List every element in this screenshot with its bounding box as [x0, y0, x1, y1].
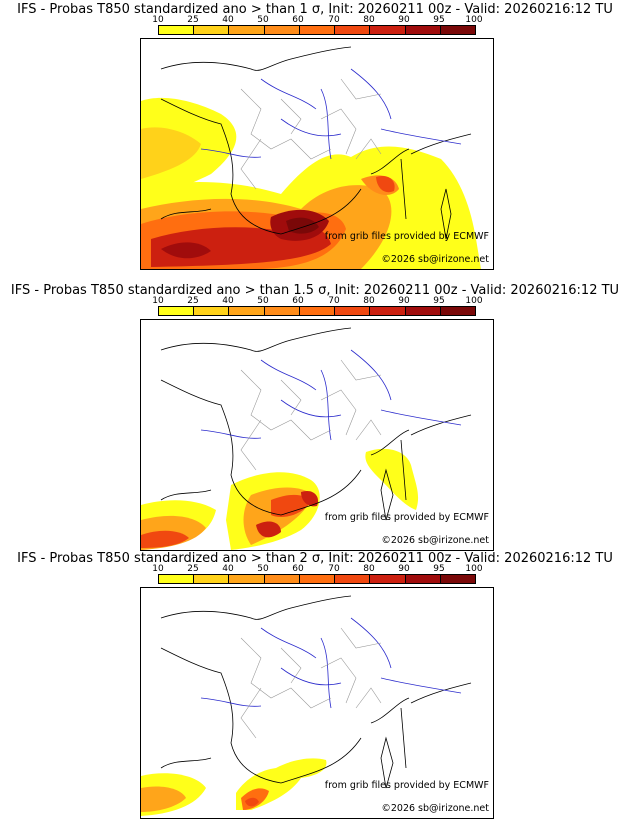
grib-credit: from grib files provided by ECMWF [324, 780, 489, 791]
probability-fill [141, 97, 481, 269]
probability-map: from grib files provided by ECMWF ©2026 … [140, 587, 494, 819]
color-scale-segment [299, 575, 336, 583]
legend-tick: 50 [257, 564, 269, 574]
color-scale-segment [194, 307, 230, 315]
color-scale-segment [370, 307, 406, 315]
coastlines-borders [160, 595, 472, 789]
copyright-credit: ©2026 sb@irizone.net [381, 803, 489, 814]
map-panel-1-5sigma: IFS - Probas T850 standardized ano > tha… [0, 283, 630, 553]
map-canvas [141, 327, 472, 550]
copyright-credit: ©2026 sb@irizone.net [381, 254, 489, 265]
grib-credit: from grib files provided by ECMWF [324, 512, 489, 523]
color-scale-segment [440, 575, 475, 583]
map-canvas [141, 595, 472, 816]
regional-boundaries [240, 78, 382, 190]
legend-tick: 10 [152, 296, 164, 306]
legend-tick: 95 [433, 564, 445, 574]
color-scale-segment [229, 26, 265, 34]
panel-title: IFS - Probas T850 standardized ano > tha… [17, 2, 613, 17]
legend-tick: 25 [187, 15, 199, 25]
coastlines-borders [160, 46, 472, 240]
regional-boundaries [240, 627, 382, 739]
panel-title: IFS - Probas T850 standardized ano > tha… [10, 283, 620, 298]
legend-ticks: 10 25 40 50 60 70 80 90 95 100 [152, 15, 482, 25]
probability-fill [141, 448, 419, 550]
color-scale-segment [370, 575, 406, 583]
color-scale-bar [158, 25, 476, 35]
color-scale-segment [194, 575, 230, 583]
legend-ticks: 10 25 40 50 60 70 80 90 95 100 [152, 296, 482, 306]
color-scale-segment [159, 26, 195, 34]
legend-tick: 60 [292, 15, 304, 25]
map-panel-1sigma: IFS - Probas T850 standardized ano > tha… [0, 2, 630, 272]
legend-tick: 80 [363, 564, 375, 574]
color-scale-segment [194, 26, 230, 34]
color-scale-segment [440, 307, 475, 315]
legend-tick: 70 [328, 15, 340, 25]
rivers [200, 617, 462, 709]
legend-tick: 95 [433, 296, 445, 306]
color-scale-segment [264, 307, 300, 315]
color-scale-segment [264, 26, 300, 34]
color-scale-segment [159, 307, 195, 315]
regional-boundaries [240, 359, 382, 471]
legend-tick: 100 [465, 564, 483, 574]
legend-tick: 100 [465, 296, 483, 306]
legend-tick: 25 [187, 296, 199, 306]
color-scale-segment [159, 575, 195, 583]
legend-tick: 95 [433, 15, 445, 25]
color-scale-segment [229, 307, 265, 315]
legend-tick: 80 [363, 296, 375, 306]
map-canvas [141, 46, 481, 269]
color-scale-segment [405, 307, 441, 315]
legend-tick: 40 [222, 15, 234, 25]
color-scale-segment [264, 575, 300, 583]
grib-credit: from grib files provided by ECMWF [324, 231, 489, 242]
legend-tick: 40 [222, 296, 234, 306]
legend-tick: 40 [222, 564, 234, 574]
color-scale-segment [229, 575, 265, 583]
copyright-credit: ©2026 sb@irizone.net [381, 535, 489, 546]
probability-fill [141, 758, 327, 816]
rivers [200, 349, 462, 441]
color-scale-segment [335, 26, 371, 34]
legend-tick: 10 [152, 564, 164, 574]
color-scale-segment [405, 26, 441, 34]
legend-tick: 100 [465, 15, 483, 25]
color-scale-segment [299, 307, 336, 315]
color-scale-bar [158, 574, 476, 584]
legend-tick: 25 [187, 564, 199, 574]
probability-map: from grib files provided by ECMWF ©2026 … [140, 38, 494, 270]
legend-tick: 50 [257, 15, 269, 25]
legend-tick: 10 [152, 15, 164, 25]
legend-tick: 90 [398, 296, 410, 306]
rivers [200, 68, 462, 160]
legend-tick: 50 [257, 296, 269, 306]
panel-title: IFS - Probas T850 standardized ano > tha… [17, 551, 613, 566]
legend-ticks: 10 25 40 50 60 70 80 90 95 100 [152, 564, 482, 574]
legend-tick: 70 [328, 296, 340, 306]
color-scale-segment [335, 307, 371, 315]
legend-tick: 70 [328, 564, 340, 574]
color-scale-segment [405, 575, 441, 583]
legend-tick: 60 [292, 564, 304, 574]
map-panel-2sigma: IFS - Probas T850 standardized ano > tha… [0, 551, 630, 821]
color-scale-segment [335, 575, 371, 583]
legend-tick: 90 [398, 15, 410, 25]
coastlines-borders [160, 327, 472, 521]
legend-tick: 80 [363, 15, 375, 25]
legend-tick: 90 [398, 564, 410, 574]
probability-map: from grib files provided by ECMWF ©2026 … [140, 319, 494, 551]
color-scale-bar [158, 306, 476, 316]
color-scale-segment [440, 26, 475, 34]
color-scale-segment [370, 26, 406, 34]
color-scale-segment [299, 26, 336, 34]
legend-tick: 60 [292, 296, 304, 306]
